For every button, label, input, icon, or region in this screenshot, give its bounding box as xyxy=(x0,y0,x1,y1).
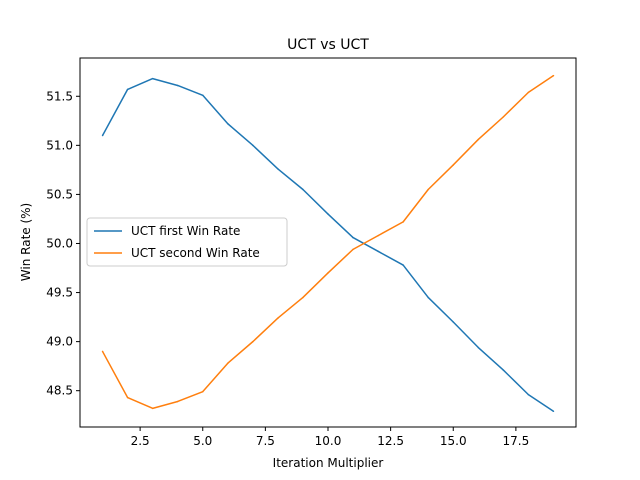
data-point xyxy=(202,94,204,97)
data-point xyxy=(427,296,429,299)
y-axis-title: Win Rate (%) xyxy=(19,203,33,281)
x-tick-label: 5.0 xyxy=(193,434,212,448)
data-point xyxy=(227,362,229,364)
x-axis-ticks: 2.5 5.0 7.5 10.0 12.5 15.0 17.5 xyxy=(131,427,530,448)
data-point xyxy=(452,321,454,323)
y-tick-label: 50.5 xyxy=(46,187,73,201)
data-point xyxy=(552,74,555,77)
data-point xyxy=(101,350,104,353)
data-point xyxy=(527,91,530,94)
x-tick-label: 2.5 xyxy=(131,434,150,448)
data-point xyxy=(327,272,329,274)
data-point xyxy=(151,407,154,410)
data-point xyxy=(252,144,254,147)
data-point xyxy=(502,116,505,118)
data-point xyxy=(176,400,179,403)
data-point xyxy=(377,250,379,253)
data-point xyxy=(126,396,129,399)
data-point xyxy=(302,296,304,299)
data-point xyxy=(101,134,104,137)
x-tick-label: 12.5 xyxy=(377,434,404,448)
data-point xyxy=(151,77,154,80)
data-point xyxy=(502,369,505,371)
x-tick-label: 15.0 xyxy=(440,434,467,448)
data-point xyxy=(227,123,229,125)
legend-label-2: UCT second Win Rate xyxy=(131,246,260,260)
x-tick-label: 7.5 xyxy=(256,434,275,448)
data-point xyxy=(352,248,354,251)
chart-title: UCT vs UCT xyxy=(287,37,369,53)
data-point xyxy=(402,221,404,223)
legend: UCT first Win Rate UCT second Win Rate xyxy=(86,217,288,267)
data-point xyxy=(302,188,304,191)
data-point xyxy=(277,168,279,170)
data-point xyxy=(202,390,204,393)
data-point xyxy=(327,213,329,215)
y-tick-label: 49.0 xyxy=(46,335,73,349)
data-point xyxy=(352,236,354,239)
data-point xyxy=(552,410,555,413)
data-point xyxy=(452,164,454,166)
series-layer xyxy=(101,74,555,413)
legend-box xyxy=(86,217,288,267)
y-tick-label: 49.5 xyxy=(46,286,73,300)
data-point xyxy=(477,346,480,349)
y-tick-label: 51.0 xyxy=(46,138,73,152)
data-point xyxy=(477,138,480,141)
data-point xyxy=(277,317,279,319)
x-tick-label: 10.0 xyxy=(315,434,342,448)
data-point xyxy=(126,88,129,91)
x-tick-label: 17.5 xyxy=(503,434,530,448)
x-axis-title: Iteration Multiplier xyxy=(273,456,384,470)
data-point xyxy=(427,188,429,191)
data-point xyxy=(402,264,404,266)
y-tick-label: 51.5 xyxy=(46,89,73,103)
data-point xyxy=(176,84,179,87)
y-tick-label: 48.5 xyxy=(46,384,73,398)
data-point xyxy=(377,234,379,237)
y-tick-label: 50.0 xyxy=(46,236,73,250)
data-point xyxy=(527,393,530,396)
legend-label-1: UCT first Win Rate xyxy=(131,224,240,238)
data-point xyxy=(252,340,254,343)
y-axis-ticks: 48.5 49.0 49.5 50.0 50.5 51.0 51.5 xyxy=(46,89,80,398)
